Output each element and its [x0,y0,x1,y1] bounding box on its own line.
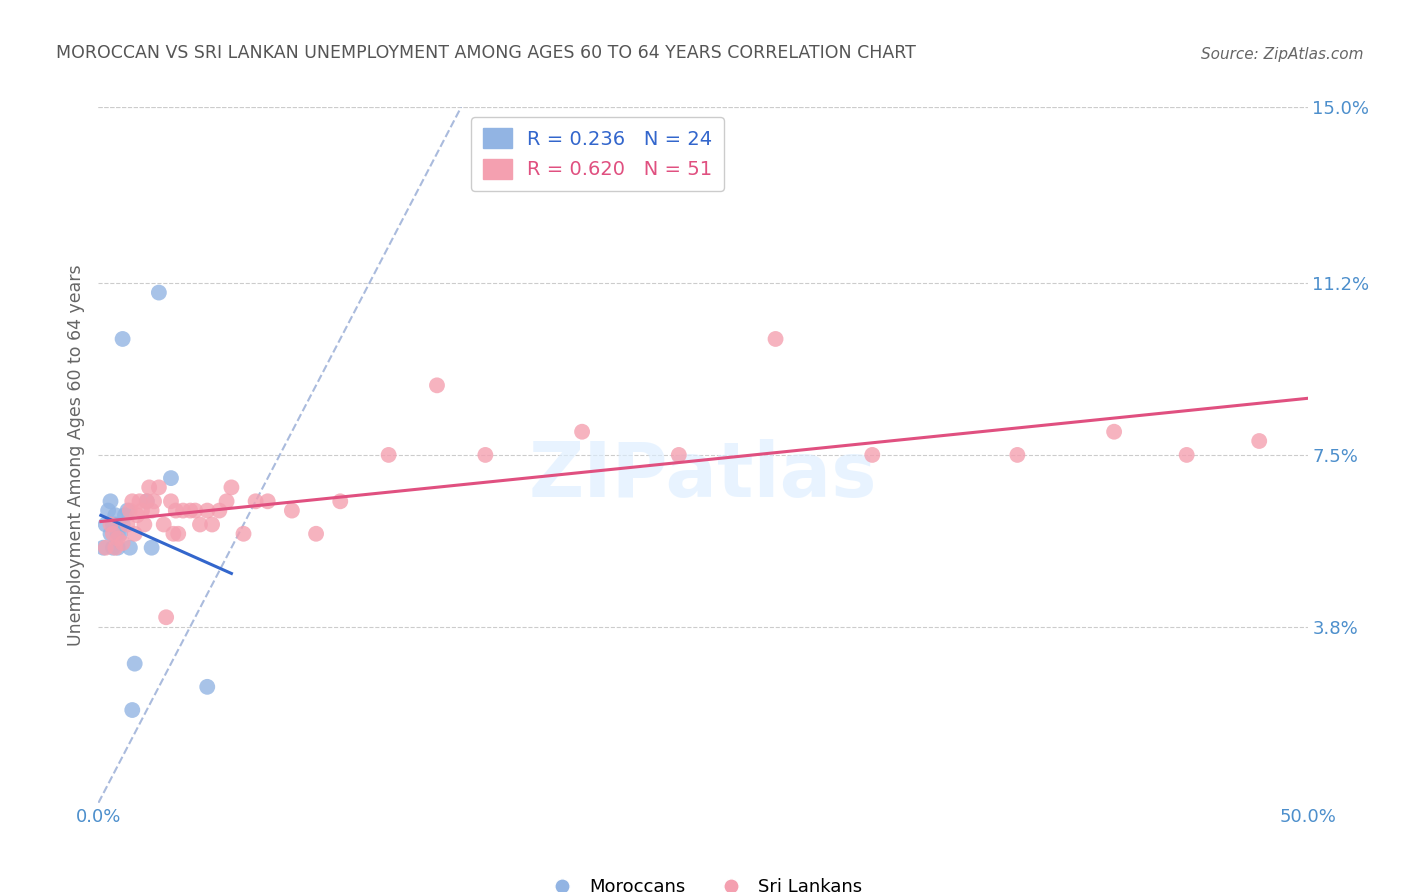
Point [160,494,183,508]
Point [765,332,787,346]
Point [100,526,122,541]
Legend: Moroccans, Sri Lankans: Moroccans, Sri Lankans [537,871,869,892]
Point [91,541,114,555]
Point [668,448,690,462]
Point [134,517,156,532]
Point [860,448,883,462]
Point [131,503,153,517]
Point [100,494,122,508]
Point [221,480,243,494]
Point [165,503,187,517]
Point [167,526,190,541]
Point [215,494,238,508]
Point [124,657,146,671]
Point [148,480,170,494]
Point [101,541,124,555]
Point [138,480,160,494]
Point [474,448,496,462]
Point [148,285,170,300]
Point [97,503,120,517]
Point [107,526,129,541]
Point [1249,434,1271,448]
Point [100,517,122,532]
Point [571,425,593,439]
Point [117,517,139,532]
Point [94,541,117,555]
Point [179,503,201,517]
Point [162,526,184,541]
Point [118,541,141,555]
Point [160,471,183,485]
Point [426,378,449,392]
Point [135,494,157,508]
Point [118,503,141,517]
Point [104,508,127,523]
Point [111,517,134,532]
Point [329,494,352,508]
Point [184,503,207,517]
Point [152,517,174,532]
Point [377,448,399,462]
Text: MOROCCAN VS SRI LANKAN UNEMPLOYMENT AMONG AGES 60 TO 64 YEARS CORRELATION CHART: MOROCCAN VS SRI LANKAN UNEMPLOYMENT AMON… [56,45,917,62]
Point [1175,448,1198,462]
Point [305,526,328,541]
Point [124,526,146,541]
Point [104,517,127,532]
Point [101,526,124,541]
Point [111,332,134,346]
Point [141,503,163,517]
Point [128,494,150,508]
Y-axis label: Unemployment Among Ages 60 to 64 years: Unemployment Among Ages 60 to 64 years [66,264,84,646]
Point [208,503,231,517]
Point [114,508,136,523]
Point [245,494,267,508]
Point [121,494,143,508]
Point [127,508,149,523]
Point [143,494,166,508]
Point [104,541,127,555]
Point [195,680,218,694]
Point [121,703,143,717]
Point [1102,425,1125,439]
Point [201,517,224,532]
Point [256,494,278,508]
Point [117,503,139,517]
Point [108,526,131,541]
Point [188,517,211,532]
Point [94,517,117,532]
Point [101,517,124,532]
Point [107,532,129,546]
Point [232,526,254,541]
Text: Source: ZipAtlas.com: Source: ZipAtlas.com [1201,47,1364,62]
Point [141,541,163,555]
Point [111,536,134,550]
Point [135,494,157,508]
Text: ZIPatlas: ZIPatlas [529,439,877,513]
Point [155,610,177,624]
Point [107,541,129,555]
Point [1007,448,1029,462]
Point [195,503,218,517]
Point [172,503,194,517]
Point [281,503,304,517]
